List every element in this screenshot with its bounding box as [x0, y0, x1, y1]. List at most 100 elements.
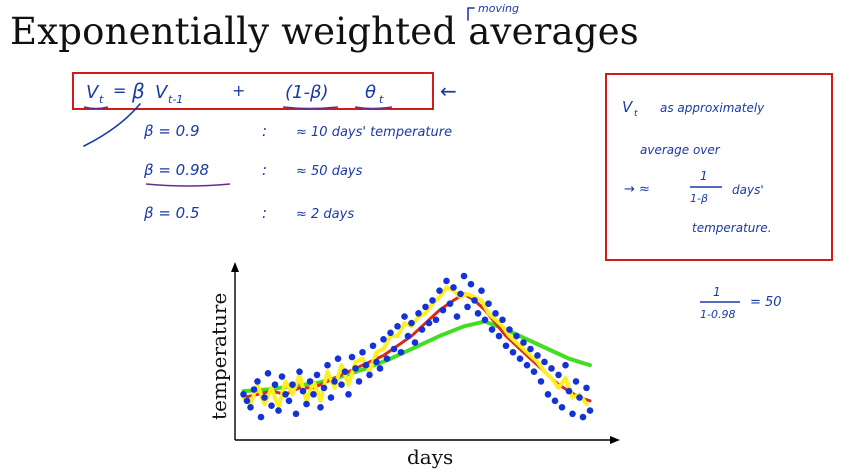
note-box: V t as approximately average over → ≈ 1 … [605, 73, 833, 261]
data-point [492, 310, 499, 317]
formula-frame [72, 72, 434, 110]
y-axis-label: temperature [207, 293, 231, 420]
data-point [306, 378, 314, 385]
data-point [331, 378, 338, 385]
data-point [572, 378, 580, 385]
data-point [464, 303, 471, 311]
data-point [264, 370, 272, 377]
formula-vt: V [86, 82, 100, 103]
data-point [544, 391, 552, 398]
data-point [254, 378, 261, 385]
underline-theta [354, 106, 393, 110]
data-point [411, 339, 419, 346]
formula-equals: = [113, 81, 126, 100]
data-point [397, 348, 405, 356]
calc-note: 1 1-0.98 = 50 [700, 285, 782, 321]
data-point [436, 287, 443, 294]
data-point [261, 394, 268, 401]
data-point [285, 397, 293, 405]
data-point [369, 342, 377, 350]
note-frac-den: 1-β [690, 192, 708, 205]
data-point [432, 316, 440, 324]
moving-note: moving [478, 2, 519, 15]
data-point [586, 407, 594, 414]
data-point [362, 361, 370, 369]
data-point [387, 329, 394, 337]
data-point [520, 339, 527, 346]
beta-rows: β = 0.9 : ≈ 10 days' temperature β = 0.9… [143, 122, 452, 222]
temperature-chart: days temperature [207, 262, 620, 469]
note-frac-num: 1 [700, 169, 708, 183]
data-point [516, 355, 524, 363]
data-point [579, 413, 587, 421]
x-axis-label: days [407, 445, 453, 469]
beta-row-1-approx: ≈ 10 days' temperature [296, 125, 452, 140]
formula-vprev: V [155, 82, 169, 103]
data-point [418, 326, 426, 333]
beta-pointer-stroke [83, 103, 141, 147]
moving-annotation: moving [467, 2, 519, 21]
data-point [390, 345, 398, 353]
beta-row-2-approx: ≈ 50 days [296, 164, 363, 179]
data-point [355, 378, 363, 385]
data-point [373, 358, 380, 366]
formula-beta: β [131, 79, 145, 103]
data-point [240, 391, 247, 398]
data-point [334, 355, 342, 363]
data-point [541, 358, 548, 366]
data-point [376, 365, 384, 372]
data-point [278, 373, 286, 380]
data-point [359, 348, 366, 356]
slide-title: Exponentially weighted averages [10, 10, 639, 53]
data-point [467, 280, 475, 288]
data-point [296, 368, 303, 375]
data-point [366, 371, 373, 379]
data-point [576, 394, 583, 401]
calc-result: = 50 [750, 295, 782, 310]
y-axis-arrowhead [231, 262, 239, 272]
data-point [408, 319, 415, 327]
chart-marks [240, 272, 594, 421]
calc-num: 1 [713, 285, 721, 299]
data-point [460, 272, 468, 280]
data-point [404, 332, 412, 340]
series-line-1 [241, 319, 592, 394]
beta-row-2-value: β = 0.98 [143, 161, 209, 179]
data-point [282, 391, 289, 398]
data-point [562, 361, 569, 369]
data-point [299, 387, 307, 395]
moving-bracket-mark [467, 7, 475, 21]
note-frame [605, 73, 833, 261]
data-point [569, 410, 576, 418]
data-point [502, 342, 510, 350]
beta-row-2-sep: : [262, 161, 267, 179]
data-point [338, 381, 345, 388]
data-point [317, 404, 324, 411]
formula-one-minus-beta: (1-β) [285, 82, 328, 103]
series-line-3 [241, 285, 589, 410]
data-point [485, 300, 492, 307]
data-point [558, 404, 566, 411]
data-point [422, 303, 429, 311]
formula-vprev-sub: t-1 [168, 93, 183, 106]
data-point [439, 306, 447, 314]
data-point [548, 365, 555, 372]
data-point [446, 300, 454, 307]
data-point [380, 335, 387, 343]
data-point [506, 326, 513, 333]
data-point [401, 313, 408, 320]
data-point [488, 326, 496, 333]
underline-vt [83, 106, 109, 110]
data-point [268, 402, 275, 410]
formula-plus: + [232, 81, 245, 100]
formula-theta-sub: t [379, 93, 384, 106]
data-point [474, 310, 482, 317]
note-approx: as approximately [660, 101, 765, 115]
beta-row-3-value: β = 0.5 [143, 204, 200, 222]
data-point [478, 287, 485, 294]
formula-box: V t = β V t-1 + (1-β) θ t ← [72, 72, 457, 147]
data-point [345, 391, 352, 398]
data-point [583, 384, 590, 392]
data-point [429, 297, 436, 304]
